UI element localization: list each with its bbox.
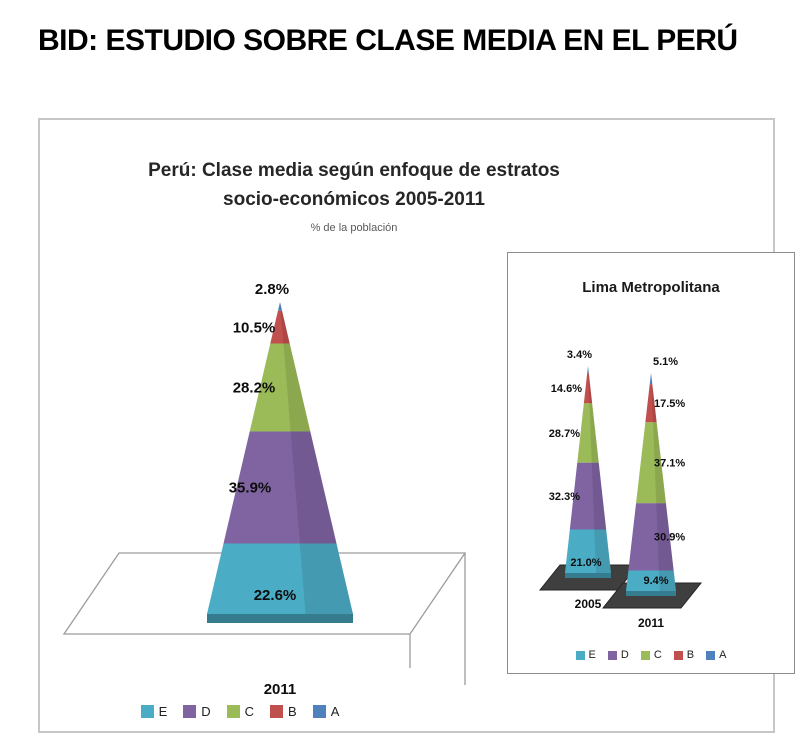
legend-label-C: C <box>244 704 255 719</box>
legend-item-C: C <box>226 704 255 719</box>
pyramid-segment-D <box>628 503 674 571</box>
legend-item-C: C <box>640 649 662 661</box>
legend-label-C: C <box>653 649 662 661</box>
x-axis-label: 2011 <box>264 681 297 698</box>
legend-label-B: B <box>288 704 297 719</box>
pyramid-segment-E <box>207 543 353 614</box>
pyramid-segment-A <box>587 366 589 374</box>
pyramid-shading <box>651 373 676 591</box>
segment-label-A: 2.8% <box>255 281 289 298</box>
segment-label-E: 9.4% <box>643 575 668 587</box>
legend-swatch-E <box>140 705 154 718</box>
legend-label-D: D <box>620 649 629 661</box>
x-axis-label: 2005 <box>575 597 602 611</box>
legend-label-E: E <box>588 649 596 661</box>
main-pyramid-chart: 22.6% 35.9% 28.2% 10.5% 2.8% 2011 <box>62 281 467 698</box>
legend-label-A: A <box>330 704 340 719</box>
pyramid-segment-D <box>223 431 337 544</box>
legend-item-E: E <box>575 649 596 661</box>
legend-item-E: E <box>140 704 168 719</box>
legend-item-D: D <box>183 704 211 719</box>
segment-label-C: 28.7% <box>549 428 580 440</box>
chart-frame: Perú: Clase media según enfoque de estra… <box>38 118 795 733</box>
legend-swatch-A <box>706 650 716 660</box>
legend-swatch-C <box>640 650 650 660</box>
pyramid-segment-C <box>249 343 311 432</box>
pyramid-segment-D <box>569 462 607 530</box>
pyramid-segment-A <box>649 373 653 385</box>
pyramid-shading <box>280 302 353 614</box>
pyramid-segment-E <box>626 570 676 591</box>
legend-label-A: A <box>719 649 727 661</box>
pyramid-base-edge-shade <box>626 591 676 596</box>
chart-title: Perú: Clase media según enfoque de estra… <box>74 156 634 215</box>
legend-label-B: B <box>686 649 695 661</box>
legend-item-A: A <box>312 704 340 719</box>
page-title: BID: ESTUDIO SOBRE CLASE MEDIA EN EL PER… <box>38 24 738 57</box>
legend-swatch-D <box>607 650 617 660</box>
pyramid-segment-A <box>277 302 283 311</box>
pyramid-segment-E <box>565 529 611 573</box>
legend-swatch-E <box>575 650 585 660</box>
pyramid-base-edge-shade <box>207 614 353 623</box>
legend-swatch-B <box>270 705 284 718</box>
legend-item-A: A <box>706 649 726 661</box>
pyramid-shading <box>588 366 611 573</box>
legend-label-E: E <box>158 704 168 719</box>
segment-label-A: 3.4% <box>567 349 592 361</box>
pyramid-base-edge-shade <box>565 573 611 578</box>
chart-title-line2: socio-económicos 2005-2011 <box>223 189 485 211</box>
chart-subtitle: % de la población <box>310 222 398 234</box>
segment-label-D: 30.9% <box>654 532 685 544</box>
legend-swatch-D <box>183 705 197 718</box>
segment-label-B: 14.6% <box>551 383 582 395</box>
chart-title-line1: Perú: Clase media según enfoque de estra… <box>148 160 560 181</box>
segment-label-E: 22.6% <box>254 587 297 604</box>
legend-item-B: B <box>673 649 695 661</box>
pyramid-base-edge <box>565 573 611 578</box>
segment-label-C: 37.1% <box>654 458 685 470</box>
segment-label-C: 28.2% <box>233 380 276 397</box>
legend-item-D: D <box>607 649 629 661</box>
segment-label-B: 17.5% <box>654 398 685 410</box>
inset-pyramid-chart: 21.0% 32.3% 28.7% 14.6% 3.4% 2005 9.4% 30.9% 37.… <box>538 349 703 630</box>
segment-label-E: 21.0% <box>570 557 601 569</box>
legend-label-D: D <box>201 704 211 719</box>
pyramid-segment-C <box>577 403 599 463</box>
legend-swatch-A <box>312 705 326 718</box>
legend-item-B: B <box>270 704 297 719</box>
pyramid-base-edge <box>626 591 676 596</box>
segment-label-B: 10.5% <box>233 319 276 336</box>
segment-label-D: 35.9% <box>229 480 272 497</box>
pyramid-segment-B <box>583 373 593 404</box>
legend-swatch-B <box>673 650 683 660</box>
x-axis-label: 2011 <box>638 616 664 630</box>
segment-label-D: 32.3% <box>549 491 580 503</box>
pyramid-base-edge <box>207 614 353 623</box>
segment-label-A: 5.1% <box>653 356 678 368</box>
pyramid-segment-B <box>270 310 290 344</box>
legend-swatch-C <box>226 705 240 718</box>
pyramid-segment-C <box>636 422 666 504</box>
inset-panel: Lima Metropolitana 21.0% 32.3% 28.7% 14.6% 3… <box>507 252 795 674</box>
inset-title: Lima Metropolitana <box>582 279 720 296</box>
pyramid-segment-B <box>645 384 657 423</box>
